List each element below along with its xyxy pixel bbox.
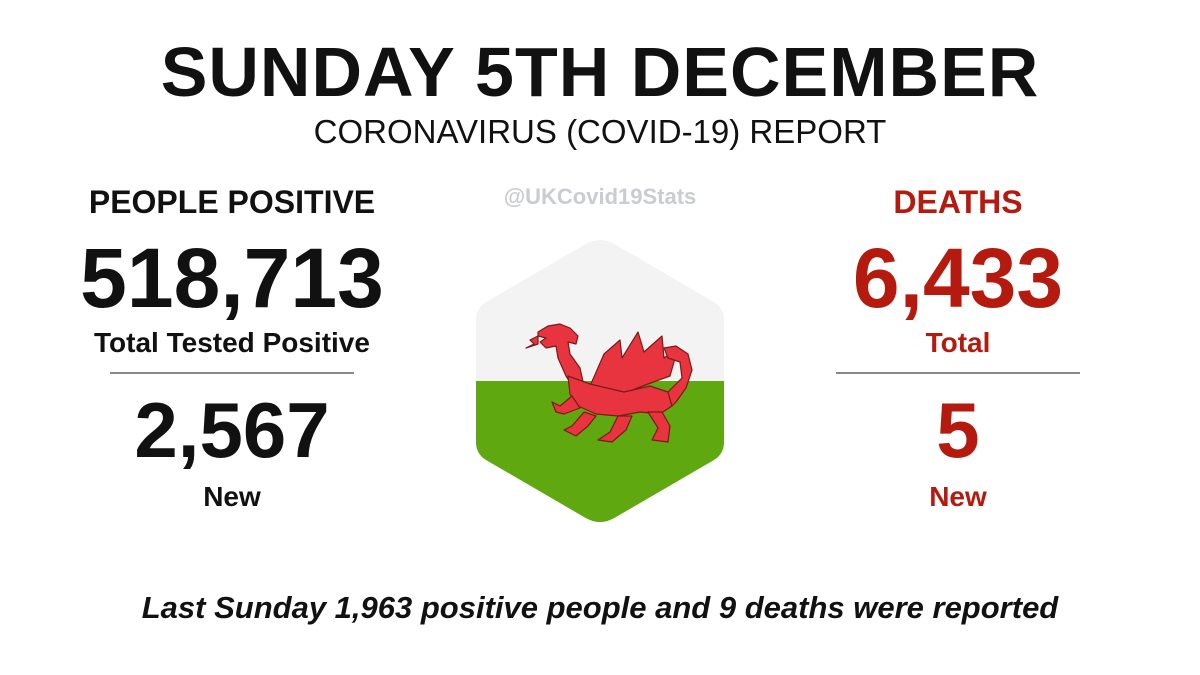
report-title: SUNDAY 5TH DECEMBER (160, 33, 1040, 111)
twitter-handle: @UKCovid19Stats (503, 184, 697, 209)
deaths-column: DEATHS 6,433 Total 5 New (778, 182, 1138, 514)
deaths-divider (836, 372, 1080, 374)
positive-heading: PEOPLE POSITIVE (88, 184, 376, 220)
deaths-total: 6,433 (852, 231, 1064, 325)
positive-total: 518,713 (80, 231, 384, 325)
deaths-heading: DEATHS (893, 184, 1023, 220)
footer-comparison: Last Sunday 1,963 positive people and 9 … (141, 590, 1059, 625)
deaths-total-label: Total (925, 327, 991, 358)
welsh-flag-icon (476, 240, 724, 522)
positive-new: 2,567 (134, 386, 330, 474)
positive-new-label: New (203, 481, 261, 512)
positive-column: PEOPLE POSITIVE 518,713 Total Tested Pos… (52, 182, 412, 514)
positive-divider (110, 372, 354, 374)
dragon-icon (525, 323, 693, 443)
deaths-new: 5 (936, 386, 980, 474)
deaths-new-label: New (929, 481, 987, 512)
positive-total-label: Total Tested Positive (94, 327, 370, 358)
report-subtitle: CORONAVIRUS (COVID-19) REPORT (313, 113, 887, 150)
